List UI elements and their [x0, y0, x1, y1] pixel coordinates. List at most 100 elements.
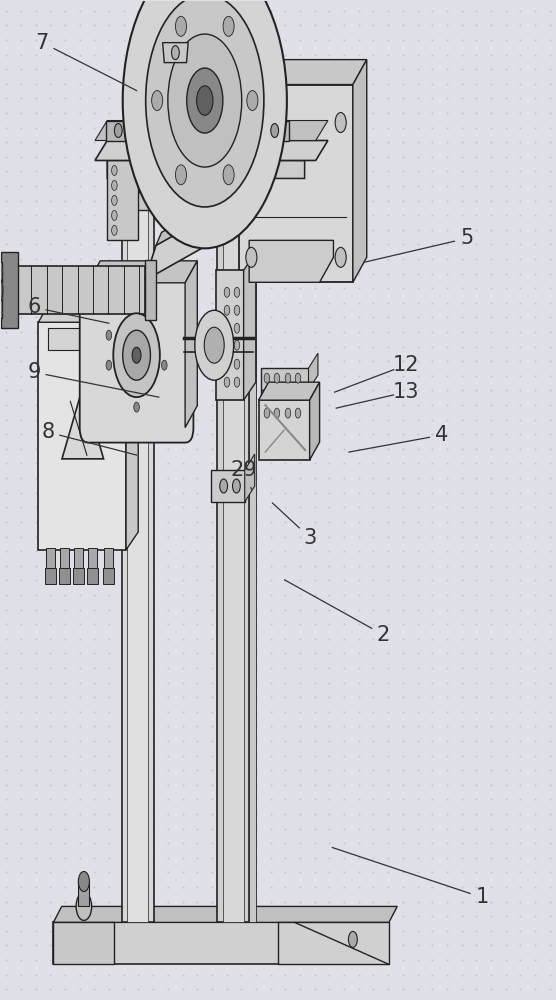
Circle shape: [112, 165, 117, 175]
Circle shape: [197, 86, 213, 115]
Circle shape: [234, 287, 240, 297]
Circle shape: [274, 408, 280, 418]
Circle shape: [234, 323, 240, 333]
Circle shape: [113, 313, 160, 397]
Circle shape: [224, 287, 230, 297]
Text: 8: 8: [41, 422, 54, 442]
Bar: [17, 266, 145, 314]
Bar: [88, 548, 97, 570]
Bar: [59, 568, 70, 584]
Circle shape: [152, 91, 163, 111]
Circle shape: [106, 330, 112, 340]
Polygon shape: [95, 121, 328, 140]
Polygon shape: [53, 906, 397, 922]
Text: 12: 12: [393, 355, 419, 375]
Bar: [45, 568, 56, 584]
Bar: [87, 568, 98, 584]
Polygon shape: [239, 60, 367, 85]
Bar: [53, 922, 115, 964]
Circle shape: [285, 408, 291, 418]
Text: 13: 13: [393, 382, 419, 402]
FancyBboxPatch shape: [80, 268, 193, 443]
Bar: [122, 203, 154, 922]
Bar: [0, 262, 2, 318]
Circle shape: [224, 305, 230, 315]
Polygon shape: [244, 252, 256, 400]
Bar: [78, 881, 90, 906]
Circle shape: [176, 16, 186, 36]
Polygon shape: [126, 300, 138, 550]
Polygon shape: [185, 261, 197, 428]
Circle shape: [224, 340, 230, 350]
Polygon shape: [260, 121, 289, 140]
Circle shape: [234, 377, 240, 387]
Text: 2: 2: [377, 625, 390, 645]
Circle shape: [162, 360, 167, 370]
Circle shape: [224, 359, 230, 369]
Text: 1: 1: [475, 887, 489, 907]
Circle shape: [115, 124, 122, 138]
Circle shape: [195, 310, 234, 380]
Circle shape: [247, 91, 258, 111]
Circle shape: [224, 323, 230, 333]
Circle shape: [112, 210, 117, 220]
Circle shape: [234, 340, 240, 350]
Circle shape: [204, 327, 224, 363]
Circle shape: [285, 373, 291, 383]
Polygon shape: [106, 121, 131, 140]
Bar: [38, 322, 126, 550]
Bar: [103, 568, 115, 584]
Polygon shape: [249, 240, 334, 282]
Circle shape: [264, 373, 270, 383]
Circle shape: [349, 931, 358, 947]
Circle shape: [295, 373, 301, 383]
Circle shape: [0, 272, 3, 308]
Circle shape: [176, 165, 186, 185]
Circle shape: [112, 195, 117, 205]
Circle shape: [234, 359, 240, 369]
Circle shape: [246, 113, 257, 133]
Polygon shape: [156, 182, 250, 245]
Text: 6: 6: [27, 297, 41, 317]
Circle shape: [223, 16, 234, 36]
Circle shape: [224, 377, 230, 387]
Polygon shape: [259, 382, 320, 400]
Circle shape: [168, 34, 242, 167]
Polygon shape: [278, 922, 389, 964]
Circle shape: [234, 305, 240, 315]
Bar: [127, 203, 148, 922]
Bar: [145, 260, 156, 320]
Bar: [48, 328, 117, 350]
Circle shape: [78, 871, 90, 891]
Bar: [239, 85, 353, 282]
Circle shape: [132, 347, 141, 363]
Bar: [74, 548, 83, 570]
Bar: [216, 270, 244, 400]
Circle shape: [274, 373, 280, 383]
Bar: [60, 548, 69, 570]
Circle shape: [246, 247, 257, 267]
Bar: [1, 252, 18, 328]
Polygon shape: [95, 140, 328, 160]
Bar: [259, 400, 310, 460]
Text: 4: 4: [435, 425, 448, 445]
Bar: [105, 548, 113, 570]
Circle shape: [123, 330, 151, 380]
Text: 3: 3: [304, 528, 317, 548]
Bar: [249, 203, 256, 922]
Polygon shape: [310, 382, 320, 460]
Polygon shape: [107, 160, 305, 192]
Circle shape: [220, 479, 227, 493]
Bar: [261, 368, 309, 390]
Bar: [211, 470, 245, 502]
Polygon shape: [107, 160, 138, 240]
Polygon shape: [309, 353, 318, 390]
Polygon shape: [145, 195, 245, 280]
Circle shape: [232, 479, 240, 493]
Circle shape: [271, 124, 279, 138]
Circle shape: [146, 0, 264, 207]
Circle shape: [112, 225, 117, 235]
Circle shape: [295, 408, 301, 418]
Circle shape: [112, 180, 117, 190]
Bar: [46, 548, 55, 570]
